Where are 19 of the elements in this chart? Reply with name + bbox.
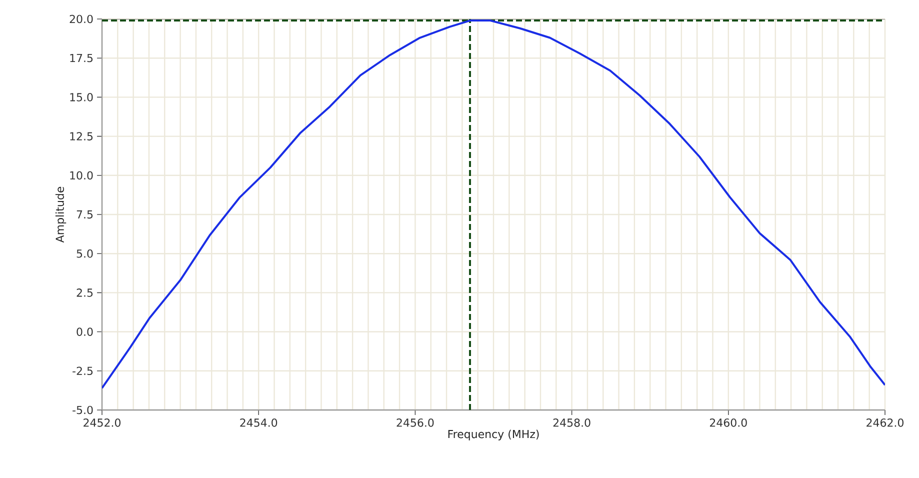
y-tick-label: 12.5 bbox=[70, 132, 93, 140]
y-tick-label: 7.5 bbox=[76, 210, 93, 219]
y-tick-label: 10.0 bbox=[70, 171, 93, 180]
y-tick-label: 15.0 bbox=[70, 93, 93, 102]
x-tick-label: 2452.0 bbox=[84, 418, 120, 427]
y-axis-title: Amplitude bbox=[55, 186, 66, 243]
x-axis-title: Frequency (MHz) bbox=[448, 430, 539, 440]
y-tick-label: 20.0 bbox=[70, 14, 93, 24]
y-tick-label: -5.0 bbox=[72, 406, 93, 414]
y-tick-label: -2.5 bbox=[72, 366, 93, 376]
y-tick-label: 0.0 bbox=[76, 328, 93, 336]
x-tick-label: 2454.0 bbox=[240, 418, 278, 427]
y-tick-label: 2.5 bbox=[76, 288, 93, 297]
x-tick-label: 2460.0 bbox=[710, 418, 747, 427]
x-tick-label: 2462.0 bbox=[866, 418, 904, 427]
y-tick-label: 5.0 bbox=[76, 249, 93, 258]
x-tick-label: 2456.0 bbox=[396, 418, 434, 427]
x-tick-label: 2458.0 bbox=[553, 418, 590, 427]
y-tick-label: 17.5 bbox=[70, 54, 93, 62]
